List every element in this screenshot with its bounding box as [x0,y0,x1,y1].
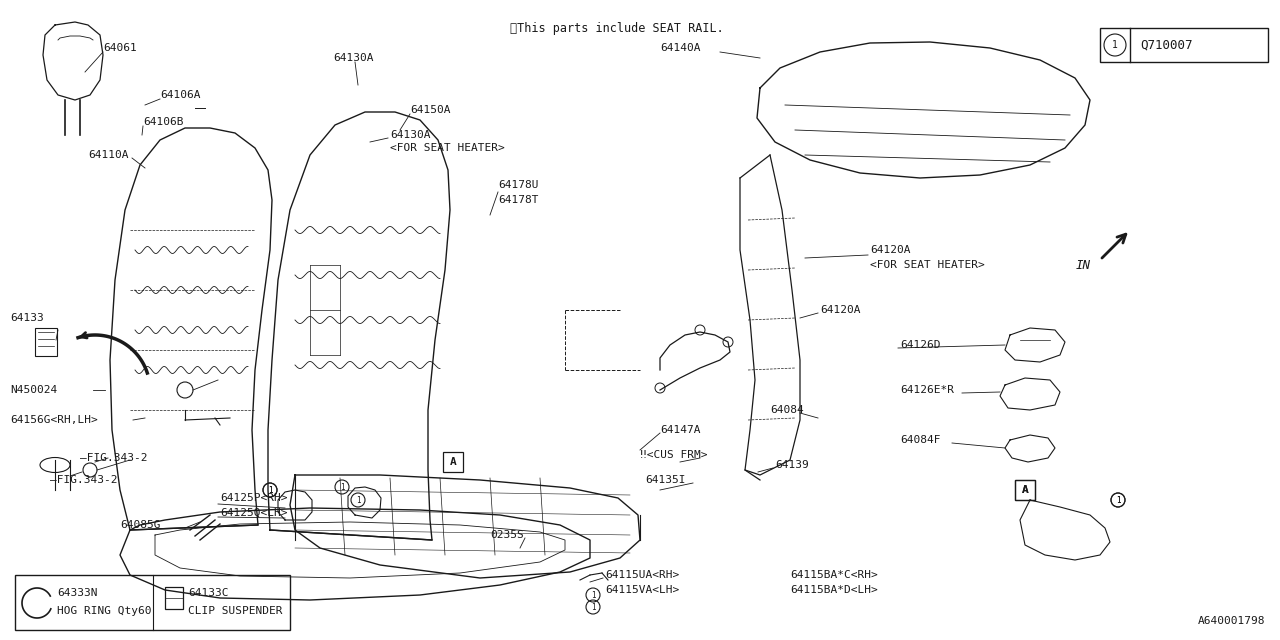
Text: 64061: 64061 [102,43,137,53]
Text: ※This parts include SEAT RAIL.: ※This parts include SEAT RAIL. [509,22,723,35]
Text: 64147A: 64147A [660,425,700,435]
Text: 64156G<RH,LH>: 64156G<RH,LH> [10,415,97,425]
Text: 64115BA*C<RH>: 64115BA*C<RH> [790,570,878,580]
Text: 64135I: 64135I [645,475,686,485]
Text: 64126D: 64126D [900,340,941,350]
Text: 64106A: 64106A [160,90,201,100]
Text: 1: 1 [1116,495,1120,504]
Text: 1: 1 [268,486,273,495]
Text: 64115VA<LH>: 64115VA<LH> [605,585,680,595]
Text: 1: 1 [1112,40,1117,50]
Text: N450024: N450024 [10,385,58,395]
Text: 64140A: 64140A [660,43,700,53]
Text: Q710007: Q710007 [1140,38,1193,51]
Text: 1: 1 [268,486,273,495]
Text: 64084: 64084 [771,405,804,415]
Text: –FIG.343-2: –FIG.343-2 [50,475,118,485]
Text: 0235S: 0235S [490,530,524,540]
Text: –FIG.343-2: –FIG.343-2 [79,453,147,463]
Text: 1: 1 [590,591,595,600]
Text: 64333N: 64333N [58,588,97,598]
Text: 64084F: 64084F [900,435,941,445]
Bar [1015,480,1036,500]
Bar [35,328,58,356]
Text: HOG RING Qty60: HOG RING Qty60 [58,606,151,616]
Text: 64120A: 64120A [820,305,860,315]
Text: A: A [1021,485,1028,495]
Text: 64115BA*D<LH>: 64115BA*D<LH> [790,585,878,595]
Text: 64133C: 64133C [188,588,229,598]
Bar [1015,480,1036,500]
Text: 64126E*R: 64126E*R [900,385,954,395]
Text: ‼<CUS FRM>: ‼<CUS FRM> [640,450,708,460]
Text: <FOR SEAT HEATER>: <FOR SEAT HEATER> [390,143,504,153]
Bar [165,587,183,609]
Bar [443,452,463,472]
Text: 1: 1 [356,495,360,504]
Bar [1100,28,1268,62]
Text: 64115UA<RH>: 64115UA<RH> [605,570,680,580]
Text: IN: IN [1075,259,1091,271]
Text: 64139: 64139 [774,460,809,470]
Text: 64130A: 64130A [390,130,430,140]
Text: 64150A: 64150A [410,105,451,115]
Text: 64085G: 64085G [120,520,160,530]
Text: CLIP SUSPENDER: CLIP SUSPENDER [188,606,283,616]
Text: A: A [449,457,457,467]
Text: 64178T: 64178T [498,195,539,205]
Text: 1: 1 [1116,495,1120,504]
Bar [15,575,291,630]
Text: 1: 1 [339,483,344,492]
Text: 64120A: 64120A [870,245,910,255]
Text: 64125Q<LH>: 64125Q<LH> [220,508,288,518]
Text: 64125P<RH>: 64125P<RH> [220,493,288,503]
Text: 64106B: 64106B [143,117,183,127]
Text: A640001798: A640001798 [1198,616,1265,626]
Text: <FOR SEAT HEATER>: <FOR SEAT HEATER> [870,260,984,270]
Text: 64110A: 64110A [88,150,128,160]
Text: 1: 1 [590,602,595,611]
Text: 64133: 64133 [10,313,44,323]
Text: 64130A: 64130A [333,53,374,63]
Text: A: A [1021,485,1028,495]
Text: 64178U: 64178U [498,180,539,190]
